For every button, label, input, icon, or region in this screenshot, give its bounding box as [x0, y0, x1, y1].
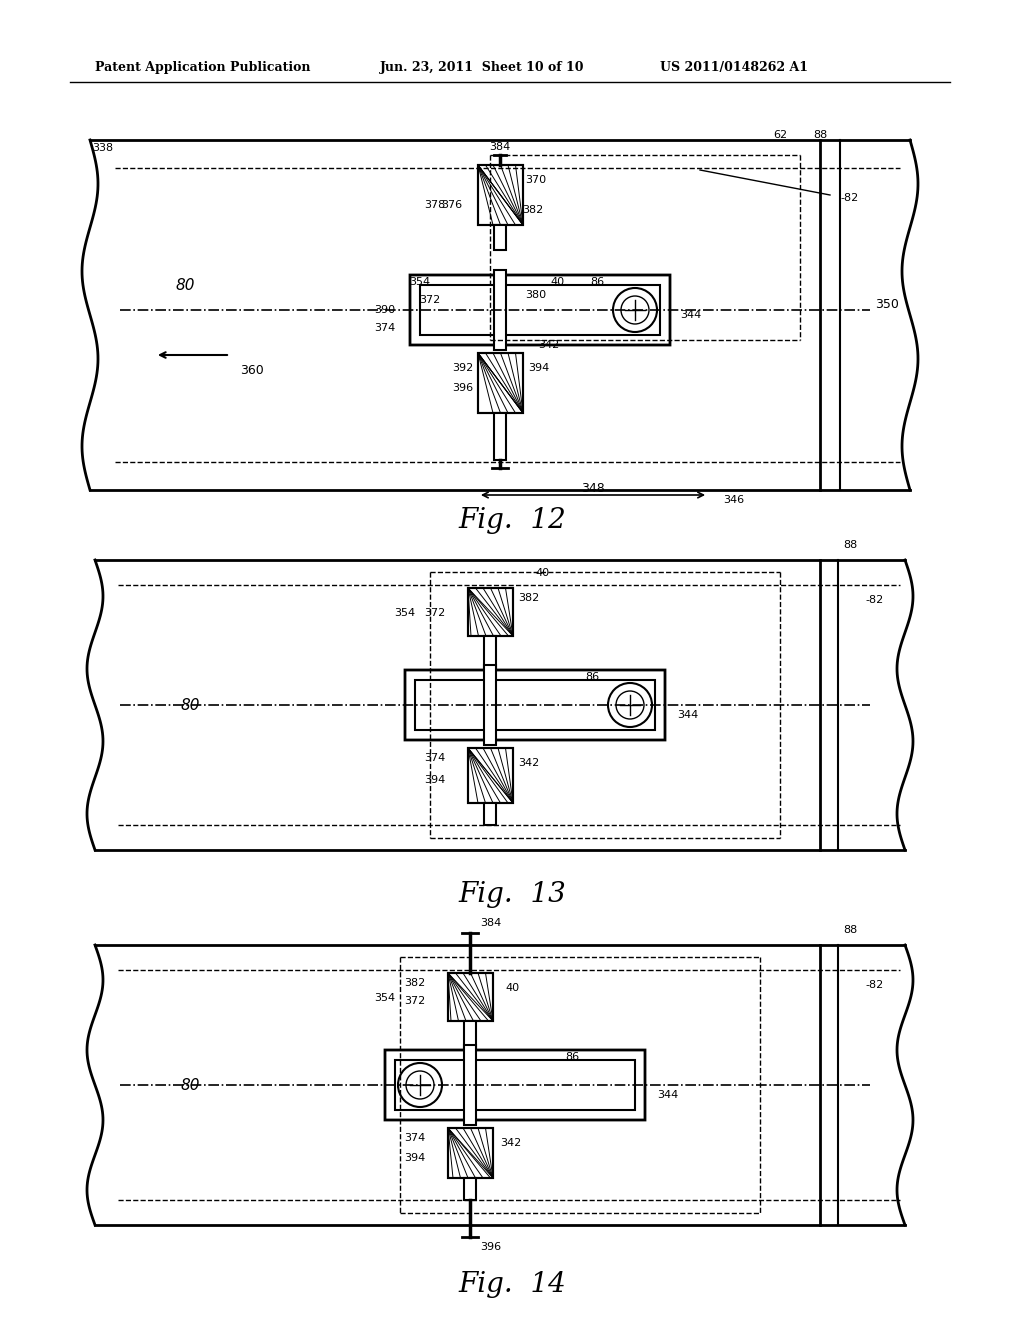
Text: -82: -82 — [865, 595, 884, 605]
Bar — [468, 748, 513, 803]
Text: 40: 40 — [535, 568, 549, 578]
Text: 394: 394 — [403, 1152, 425, 1163]
Text: 338: 338 — [92, 143, 113, 153]
Text: 354: 354 — [374, 993, 395, 1003]
Text: 80: 80 — [180, 697, 200, 713]
Text: 88: 88 — [843, 925, 857, 935]
Text: -82: -82 — [840, 193, 858, 203]
Circle shape — [621, 296, 649, 323]
Text: 344: 344 — [680, 310, 701, 319]
Text: 394: 394 — [528, 363, 549, 374]
Text: 378: 378 — [424, 201, 445, 210]
Text: 374: 374 — [403, 1133, 425, 1143]
Text: 40: 40 — [550, 277, 564, 286]
Bar — [468, 748, 513, 803]
Text: 372: 372 — [424, 609, 445, 618]
Text: 372: 372 — [419, 294, 440, 305]
Text: Patent Application Publication: Patent Application Publication — [95, 62, 310, 74]
Bar — [494, 413, 506, 459]
Text: 390: 390 — [374, 305, 395, 315]
Text: -82: -82 — [865, 979, 884, 990]
Circle shape — [608, 682, 652, 727]
Text: 382: 382 — [518, 593, 540, 603]
Text: 86: 86 — [585, 672, 599, 682]
FancyBboxPatch shape — [385, 1049, 645, 1119]
Text: 394: 394 — [424, 775, 445, 785]
Text: 354: 354 — [409, 277, 430, 286]
Text: 342: 342 — [500, 1138, 521, 1148]
Text: 380: 380 — [525, 290, 546, 300]
Text: 80: 80 — [180, 1077, 200, 1093]
Circle shape — [398, 1063, 442, 1107]
FancyBboxPatch shape — [410, 275, 670, 345]
Bar — [494, 224, 506, 249]
Text: 354: 354 — [394, 609, 415, 618]
Bar — [464, 1020, 476, 1055]
Text: 88: 88 — [843, 540, 857, 550]
Text: US 2011/0148262 A1: US 2011/0148262 A1 — [660, 62, 808, 74]
Circle shape — [616, 690, 644, 719]
Bar — [449, 1129, 493, 1177]
Text: Jun. 23, 2011  Sheet 10 of 10: Jun. 23, 2011 Sheet 10 of 10 — [380, 62, 585, 74]
Text: Fig.  12: Fig. 12 — [458, 507, 566, 533]
Text: 346: 346 — [723, 495, 744, 506]
Text: 86: 86 — [590, 277, 604, 286]
Bar — [478, 352, 523, 413]
Text: 40: 40 — [505, 983, 519, 993]
FancyBboxPatch shape — [415, 680, 655, 730]
FancyBboxPatch shape — [420, 285, 660, 335]
Text: 344: 344 — [657, 1090, 678, 1100]
FancyBboxPatch shape — [406, 671, 665, 741]
Text: 384: 384 — [480, 917, 502, 928]
Text: 88: 88 — [813, 129, 827, 140]
Text: Fig.  13: Fig. 13 — [458, 882, 566, 908]
Circle shape — [613, 288, 657, 333]
Text: 62: 62 — [773, 129, 787, 140]
Bar — [478, 165, 523, 224]
Text: 372: 372 — [403, 997, 425, 1006]
Bar — [478, 165, 523, 224]
Text: 382: 382 — [403, 978, 425, 987]
Text: 348: 348 — [582, 482, 605, 495]
Bar — [478, 352, 523, 413]
Text: Fig.  14: Fig. 14 — [458, 1271, 566, 1299]
Text: 396: 396 — [480, 1242, 501, 1251]
Text: 374: 374 — [424, 752, 445, 763]
Bar — [484, 665, 496, 744]
Text: 392: 392 — [452, 363, 473, 374]
Bar — [464, 1177, 476, 1200]
Text: 86: 86 — [565, 1052, 580, 1063]
Text: 360: 360 — [240, 363, 264, 376]
Text: 342: 342 — [538, 341, 559, 350]
Bar — [464, 1045, 476, 1125]
Text: 382: 382 — [522, 205, 544, 215]
Text: 376: 376 — [441, 201, 462, 210]
Bar — [484, 636, 496, 675]
Bar — [494, 271, 506, 350]
Text: 350: 350 — [874, 298, 899, 312]
Text: 374: 374 — [374, 323, 395, 333]
Text: 344: 344 — [677, 710, 698, 719]
Circle shape — [406, 1071, 434, 1100]
Bar — [449, 973, 493, 1020]
Bar — [484, 803, 496, 825]
Text: 370: 370 — [525, 176, 546, 185]
Bar — [449, 1129, 493, 1177]
Bar — [449, 973, 493, 1020]
Bar — [468, 587, 513, 636]
Text: 342: 342 — [518, 758, 540, 768]
Text: 80: 80 — [175, 277, 195, 293]
Text: 396: 396 — [452, 383, 473, 393]
Text: 384: 384 — [489, 143, 511, 152]
FancyBboxPatch shape — [395, 1060, 635, 1110]
Bar — [468, 587, 513, 636]
